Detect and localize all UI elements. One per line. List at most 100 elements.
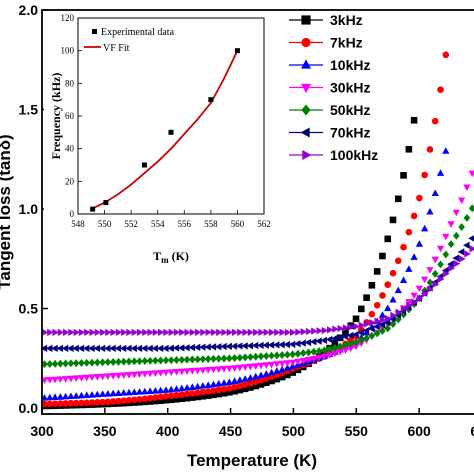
data-point-70kHz [82,344,90,352]
data-point-70kHz [283,340,291,349]
data-point-30kHz [315,354,323,362]
data-point-50kHz [321,346,328,355]
data-point-100kHz [358,321,366,329]
x-tick-label: 400 [156,423,180,439]
data-point-100kHz [411,298,419,306]
data-point-70kHz [309,338,317,346]
data-point-70kHz [230,342,238,350]
data-point-50kHz [199,355,207,364]
data-point-7kHz [373,301,381,309]
data-point-30kHz [341,347,350,354]
data-point-3kHz [289,369,296,376]
data-point-3kHz [368,281,376,289]
series-30kHz [40,155,474,384]
x-tick-label: 300 [30,423,54,439]
data-point-10kHz [188,383,196,390]
data-point-100kHz [353,322,360,331]
data-point-30kHz [426,267,434,274]
data-point-50kHz [468,204,474,213]
data-point-30kHz [120,372,128,380]
data-point-7kHz [199,388,207,396]
inset-x-tick-label: 552 [124,219,138,229]
data-point-30kHz [278,360,286,368]
data-point-100kHz [395,308,403,316]
legend-marker-30kHz [300,83,312,94]
data-point-100kHz [284,328,292,337]
data-point-30kHz [304,356,313,364]
data-point-50kHz [463,213,471,222]
data-point-50kHz [115,357,122,366]
data-point-70kHz [288,340,296,348]
data-point-100kHz [369,318,376,327]
inset-x-tick-label: 554 [151,219,165,229]
data-point-7kHz [157,393,164,401]
inset-data-point [141,162,147,168]
data-point-50kHz [72,359,80,368]
data-point-100kHz [237,328,244,337]
data-point-10kHz [384,304,392,312]
data-point-7kHz [125,396,133,404]
data-point-30kHz [431,256,439,264]
legend-label-100kHz: 100kHz [330,147,378,163]
data-point-3kHz [278,373,286,381]
legend-label-70kHz: 70kHz [330,125,370,141]
data-point-100kHz [142,328,149,337]
series-50kHz [41,204,474,369]
data-point-10kHz [167,385,175,393]
data-point-30kHz [421,276,429,284]
data-point-7kHz [136,395,143,403]
data-point-30kHz [162,369,170,377]
legend-label-7kHz: 7kHz [330,35,363,51]
data-point-100kHz [242,328,250,337]
data-point-10kHz [410,253,418,260]
data-point-7kHz [426,146,434,153]
data-point-10kHz [378,311,387,318]
data-point-7kHz [104,398,112,406]
data-point-7kHz [210,387,217,395]
data-point-30kHz [463,184,471,192]
data-point-100kHz [279,328,287,337]
data-point-10kHz [199,382,207,389]
legend-marker-100kHz [302,149,312,161]
data-point-10kHz [135,388,144,395]
data-point-50kHz [262,352,270,361]
inset-y-tick-label: 80 [65,78,75,88]
legend-marker-70kHz [300,127,310,138]
data-point-10kHz [51,393,59,400]
data-point-3kHz [363,294,370,301]
data-point-10kHz [157,386,165,394]
data-point-100kHz [89,328,96,337]
inset-x-tick-label: 548 [71,219,85,229]
data-point-70kHz [325,335,333,344]
data-point-70kHz [125,344,132,352]
data-point-50kHz [162,356,170,365]
data-point-50kHz [236,353,244,362]
data-point-30kHz [452,209,460,217]
data-point-50kHz [109,358,117,366]
data-point-100kHz [210,328,218,337]
data-point-30kHz [326,352,334,359]
data-point-30kHz [98,373,107,381]
data-point-100kHz [110,328,118,337]
data-point-70kHz [167,344,174,352]
data-point-10kHz [215,379,223,387]
data-point-50kHz [305,348,312,357]
data-point-100kHz [448,264,456,272]
inset-data-point [103,200,109,206]
data-point-10kHz [125,388,133,396]
data-point-10kHz [262,370,270,377]
data-point-3kHz [273,375,281,383]
data-point-30kHz [93,374,101,381]
inset-data-point [90,206,96,212]
data-point-10kHz [62,392,70,400]
legend-label-50kHz: 50kHz [330,102,370,118]
data-point-50kHz [204,355,212,363]
data-point-7kHz [72,399,80,407]
data-point-30kHz [410,292,418,300]
data-point-50kHz [215,354,223,363]
data-point-30kHz [347,345,355,353]
data-point-30kHz [289,359,297,367]
data-point-100kHz [379,316,387,324]
data-point-30kHz [273,361,281,368]
inset-frame [77,17,265,215]
